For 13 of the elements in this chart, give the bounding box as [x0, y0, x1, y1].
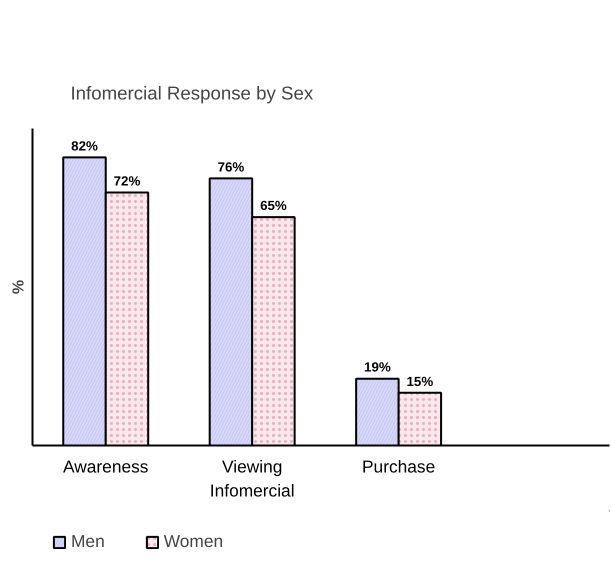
chart-title: Infomercial Response by Sex: [70, 82, 314, 104]
legend-label: Women: [164, 531, 224, 552]
data-label: 76%: [218, 159, 244, 174]
x-tick-label: Awareness: [63, 456, 149, 476]
x-tick-label: Viewing Infomercial: [210, 456, 295, 500]
data-label: 72%: [114, 173, 140, 188]
legend-label: Men: [71, 531, 105, 552]
x-tick-label: Purchase: [362, 456, 436, 476]
data-label: 19%: [364, 360, 391, 375]
y-axis-title: %: [10, 280, 28, 294]
data-label: 65%: [260, 198, 287, 214]
data-label: 82%: [71, 138, 98, 154]
data-label: 15%: [406, 374, 434, 389]
